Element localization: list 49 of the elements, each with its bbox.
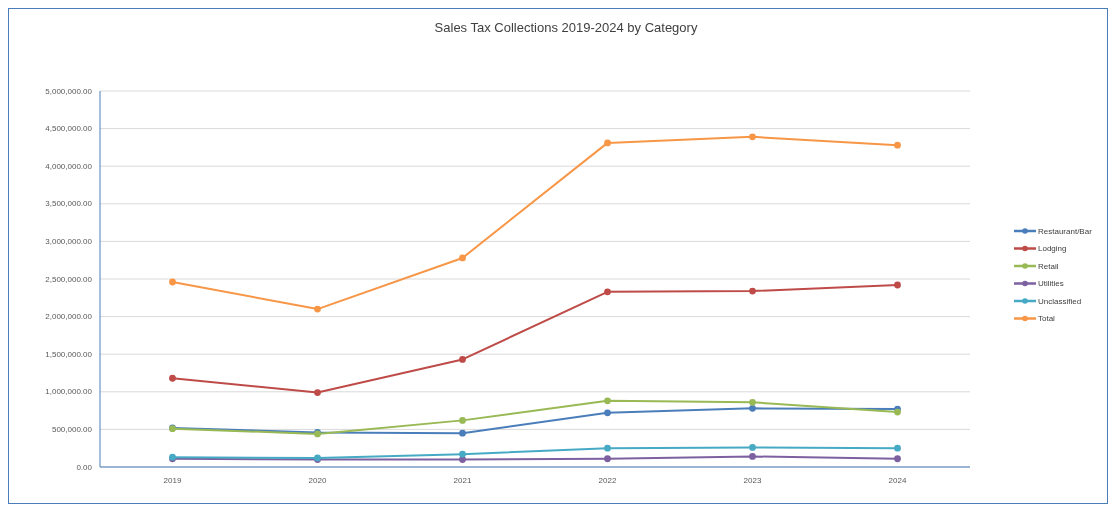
x-tick-label: 2024 (888, 476, 907, 485)
point (314, 389, 321, 396)
legend-label: Retail (1038, 261, 1059, 271)
y-tick-label: 4,500,000.00 (45, 124, 93, 134)
point (749, 287, 756, 295)
y-tick-label: 4,000,000.00 (45, 161, 93, 171)
point (314, 305, 321, 313)
x-tick-label: 2021 (453, 476, 472, 485)
y-tick-label: 1,000,000.00 (45, 387, 93, 397)
x-tick-label: 2023 (743, 476, 762, 485)
point (169, 278, 176, 286)
point (894, 455, 901, 463)
y-tick-label: 500,000.00 (51, 424, 93, 434)
y-tick-label: 2,000,000.00 (45, 312, 93, 322)
y-tick-label: 3,500,000.00 (45, 199, 93, 209)
x-tick-label: 2019 (163, 476, 182, 485)
y-tick-label: 0.00 (76, 462, 93, 472)
point (749, 398, 756, 406)
x-tick-label: 2020 (308, 476, 327, 485)
point (459, 416, 466, 424)
point (894, 281, 901, 289)
x-tick-label: 2022 (598, 476, 617, 485)
legend-label: Total (1038, 314, 1056, 324)
legend-label: Lodging (1038, 244, 1067, 254)
point (749, 404, 756, 412)
point (604, 444, 611, 452)
legend-label: Utilities (1038, 279, 1064, 289)
point (459, 450, 466, 458)
legend-label: Restaurant/Bar (1038, 226, 1093, 236)
y-tick-label: 3,000,000.00 (45, 236, 93, 246)
point (604, 409, 611, 417)
point (604, 397, 611, 405)
point (749, 133, 756, 141)
point (894, 444, 901, 452)
legend-label: Unclassified (1038, 296, 1082, 306)
y-tick-label: 2,500,000.00 (45, 274, 93, 284)
point (604, 139, 611, 147)
y-tick-label: 1,500,000.00 (45, 349, 93, 359)
point (749, 453, 756, 460)
point (894, 141, 901, 149)
point (604, 288, 611, 296)
point (459, 356, 466, 363)
chart-title: Sales Tax Collections 2019-2024 by Category (434, 20, 698, 35)
point (459, 254, 466, 262)
y-tick-label: 5,000,000.00 (45, 86, 93, 96)
point (749, 444, 756, 451)
point (604, 455, 611, 463)
point (169, 374, 176, 382)
point (459, 429, 466, 437)
